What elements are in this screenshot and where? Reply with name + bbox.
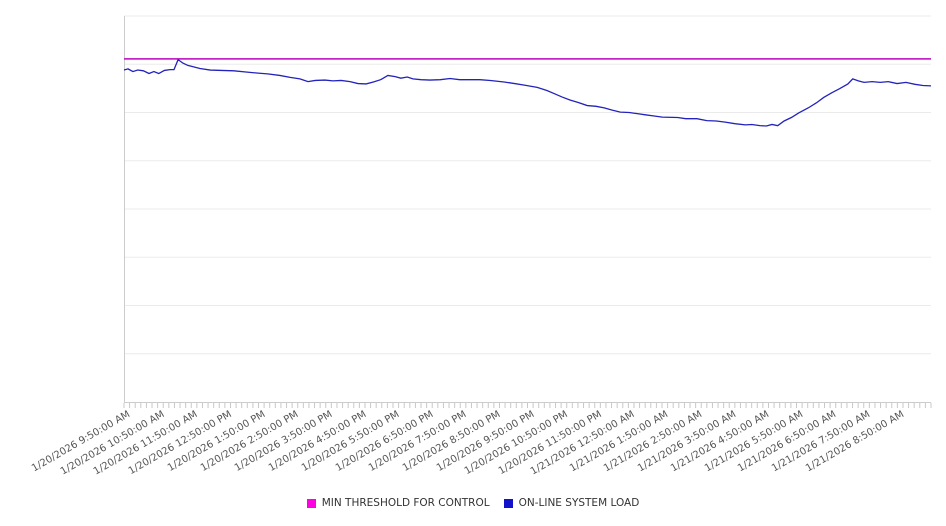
x-axis-label: 1/21/2026 4:50:00 AM [669,409,772,475]
chart-legend: MIN THRESHOLD FOR CONTROL ON-LINE SYSTEM… [0,497,946,509]
x-axis-label: 1/20/2026 10:50:00 AM [58,409,167,478]
x-axis-label: 1/20/2026 5:50:00 PM [300,409,402,474]
x-axis-label: 1/20/2026 6:50:00 PM [333,409,436,474]
x-axis-label: 1/20/2026 1:50:00 PM [165,409,267,474]
x-axis-label: 1/20/2026 11:50:00 PM [496,409,604,478]
x-axis-label: 1/20/2026 2:50:00 PM [199,409,301,474]
chart-plot-area [123,15,932,408]
legend-item-label: ON-LINE SYSTEM LOAD [518,497,640,509]
legend-item-min-threshold: MIN THRESHOLD FOR CONTROL [306,497,490,509]
legend-item-online-system-load: ON-LINE SYSTEM LOAD [503,497,640,509]
x-axis-label: 1/20/2026 9:50:00 AM [30,409,133,475]
x-axis-label: 1/21/2026 8:50:00 AM [803,409,906,475]
threshold-legend-swatch-icon [306,498,316,508]
x-axis-label: 1/21/2026 7:50:00 AM [770,409,873,475]
x-axis-label: 1/20/2026 4:50:00 PM [266,409,368,474]
x-axis-label: 1/20/2026 9:50:00 PM [434,409,536,474]
legend-item-label: MIN THRESHOLD FOR CONTROL [321,497,490,509]
x-axis-label: 1/20/2026 3:50:00 PM [232,409,335,474]
load-legend-swatch-icon [503,498,513,508]
x-axis-label: 1/21/2026 6:50:00 AM [736,409,839,475]
x-axis-label: 1/20/2026 12:50:00 PM [126,409,234,478]
x-axis-label: 1/21/2026 1:50:00 AM [568,409,671,475]
x-axis-label: 1/21/2026 2:50:00 AM [601,409,705,475]
x-axis-label: 1/20/2026 7:50:00 PM [367,409,469,474]
x-axis-label: 1/20/2026 8:50:00 PM [400,409,503,474]
x-axis-label: 1/21/2026 3:50:00 AM [635,409,738,475]
load-line [123,58,932,127]
x-axis-label: 1/20/2026 10:50:00 PM [462,409,570,478]
x-axis-label: 1/20/2026 11:50:00 AM [92,409,200,478]
x-axis-label: 1/21/2026 5:50:00 AM [702,409,805,475]
x-axis-label: 1/21/2026 12:50:00 AM [529,409,637,478]
